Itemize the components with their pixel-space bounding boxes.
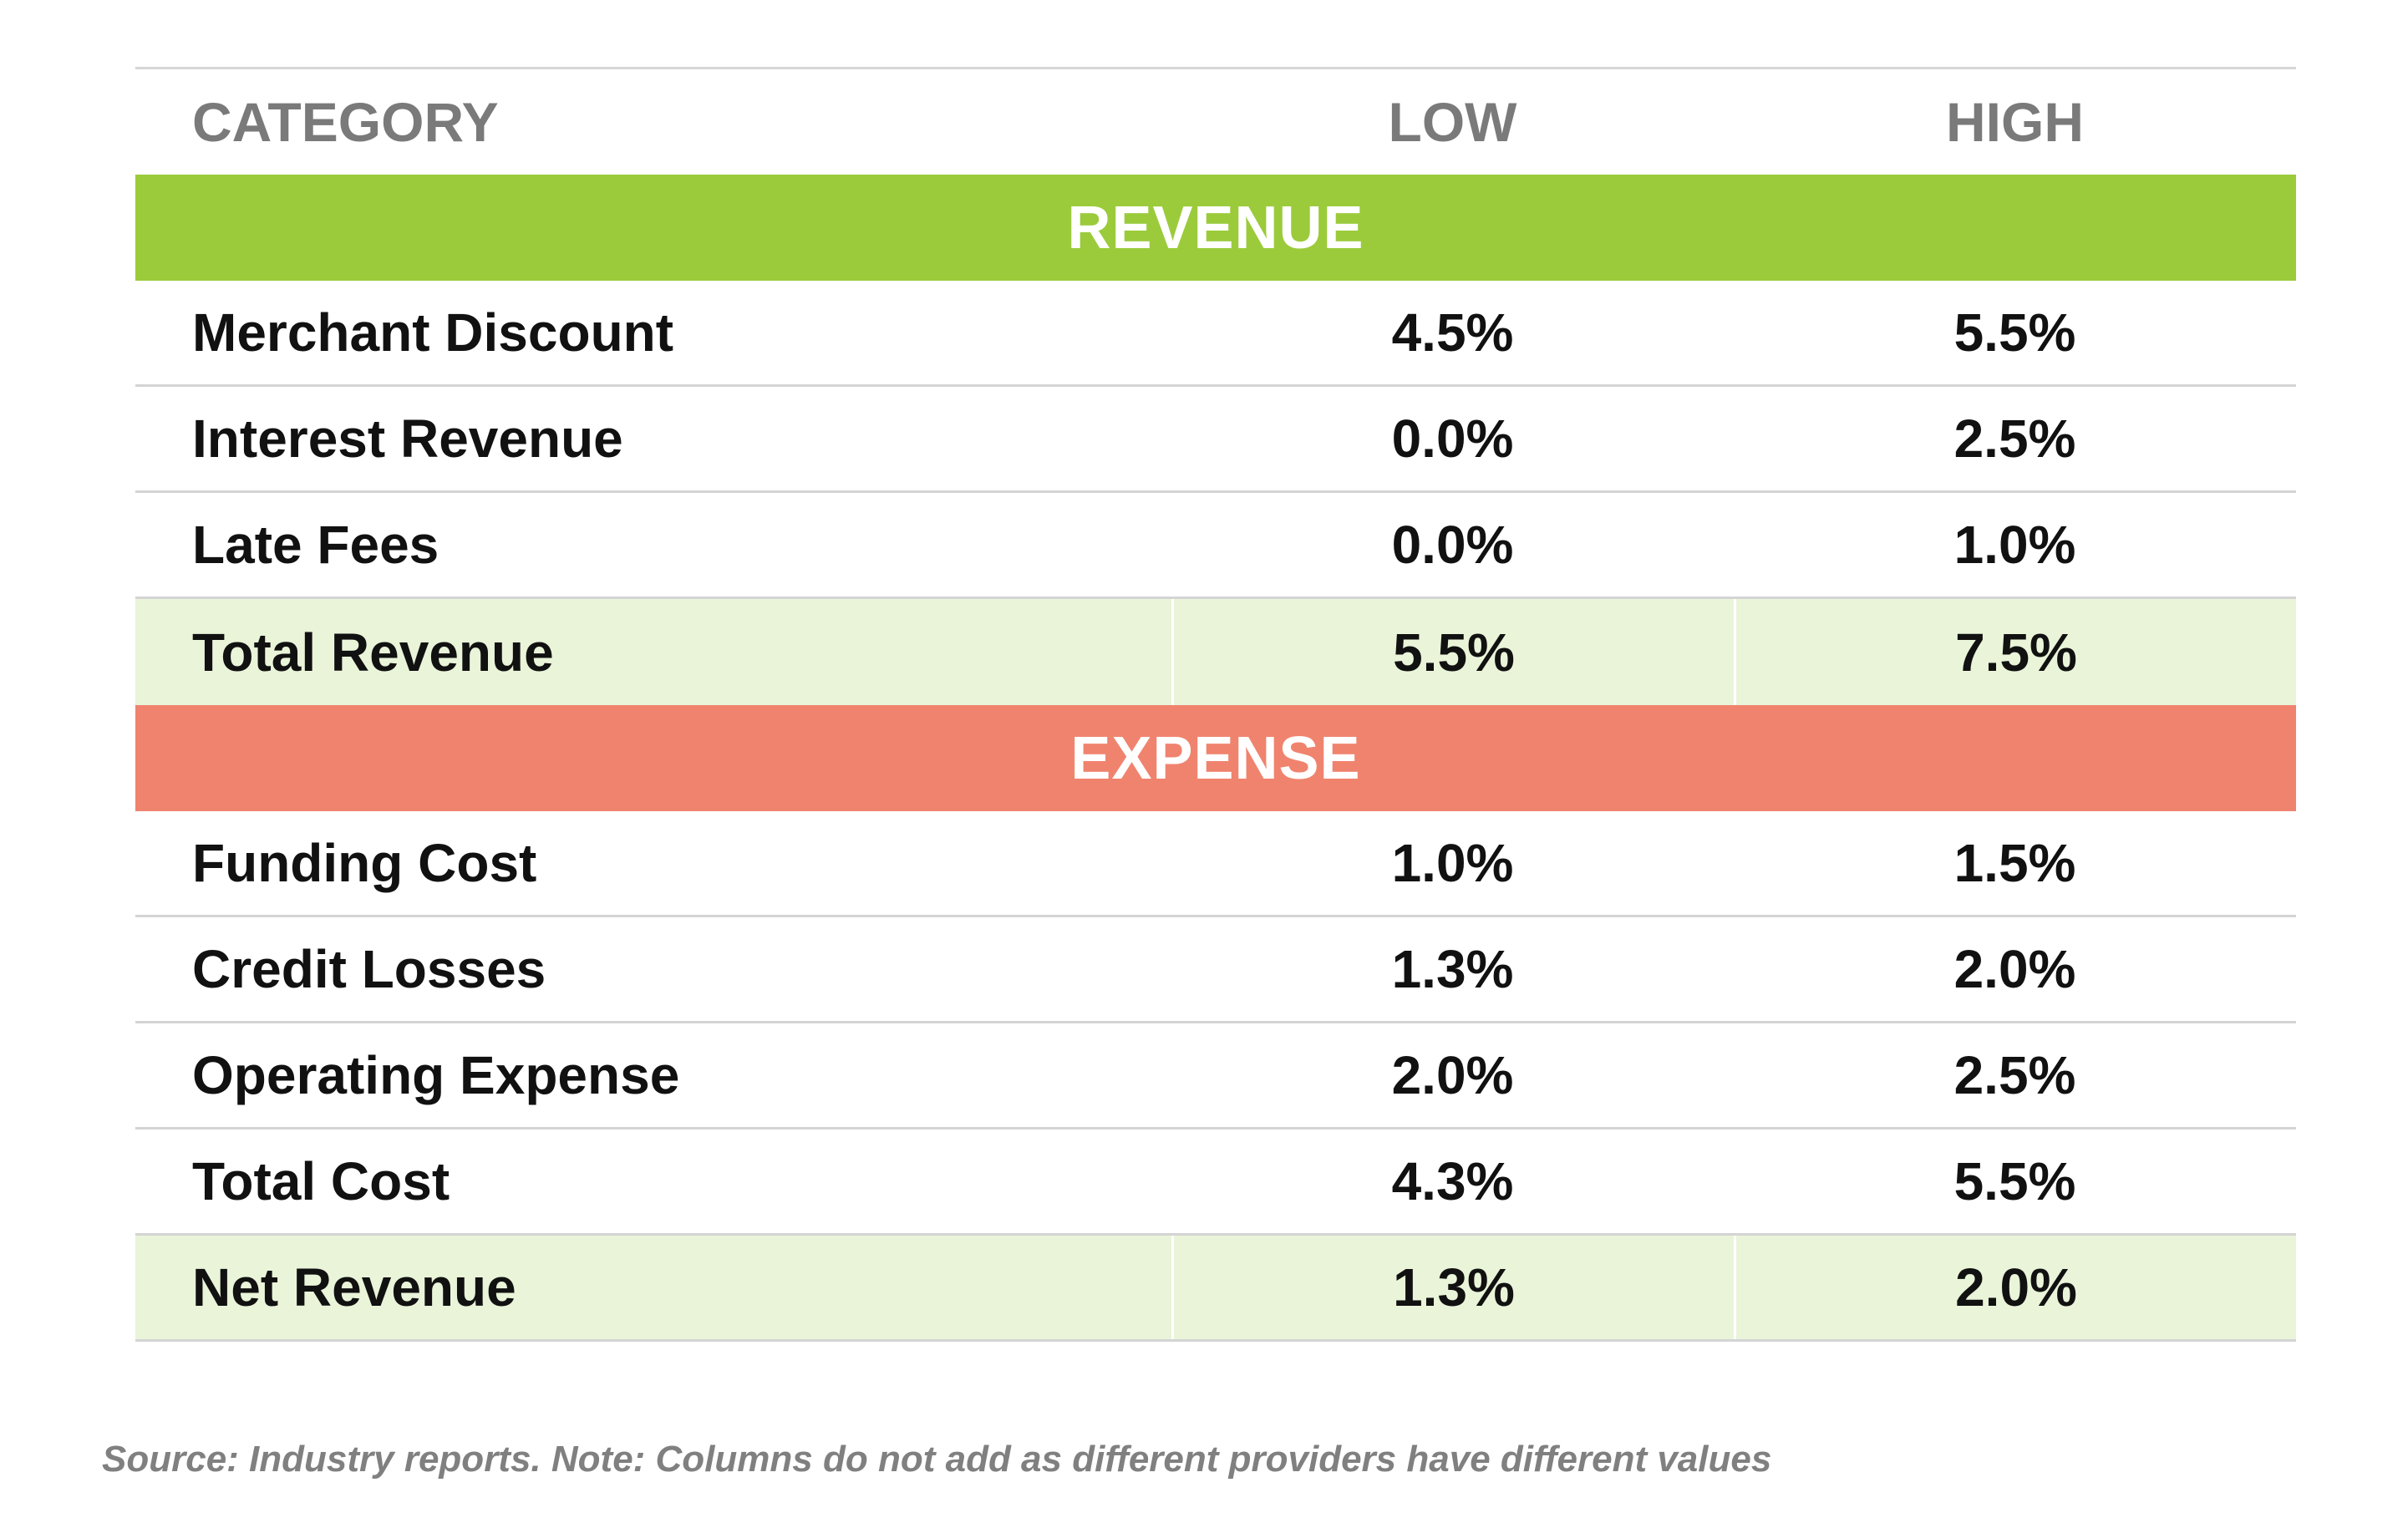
row-low-value: 4.3% — [1391, 1151, 1514, 1211]
table-row: Interest Revenue 0.0% 2.5% — [135, 387, 2296, 493]
row-low-value: 2.0% — [1391, 1045, 1514, 1105]
row-low-value: 0.0% — [1391, 515, 1514, 575]
section-header-expense: EXPENSE — [135, 705, 2296, 811]
table-row: Operating Expense 2.0% 2.5% — [135, 1023, 2296, 1130]
row-high-value: 7.5% — [1734, 599, 2296, 705]
row-category: Operating Expense — [192, 1045, 680, 1105]
row-category: Credit Losses — [192, 939, 546, 999]
table-header-row: CATEGORY LOW HIGH — [135, 69, 2296, 175]
row-low-value: 0.0% — [1391, 409, 1514, 469]
row-low-value: 1.0% — [1391, 833, 1514, 893]
table-row: Merchant Discount 4.5% 5.5% — [135, 281, 2296, 387]
row-high-value: 2.0% — [1953, 939, 2076, 999]
row-low-value: 4.5% — [1391, 302, 1514, 363]
row-category: Funding Cost — [192, 833, 537, 893]
row-high-value: 2.0% — [1734, 1236, 2296, 1339]
row-high-value: 2.5% — [1953, 1045, 2076, 1105]
table-row: Credit Losses 1.3% 2.0% — [135, 917, 2296, 1023]
row-high-value: 2.5% — [1953, 409, 2076, 469]
row-category: Total Revenue — [192, 622, 554, 683]
table-row: Funding Cost 1.0% 1.5% — [135, 811, 2296, 917]
total-row: Net Revenue 1.3% 2.0% — [135, 1236, 2296, 1342]
row-high-value: 1.0% — [1953, 515, 2076, 575]
row-category: Net Revenue — [192, 1257, 516, 1317]
row-category: Interest Revenue — [192, 409, 623, 469]
row-low-value: 1.3% — [1171, 1236, 1734, 1339]
row-low-value: 1.3% — [1391, 939, 1514, 999]
row-high-value: 1.5% — [1953, 833, 2076, 893]
table-top-rule — [135, 67, 2296, 69]
section-header-revenue: REVENUE — [135, 175, 2296, 281]
cost-revenue-table: CATEGORY LOW HIGH REVENUE Merchant Disco… — [135, 67, 2296, 1342]
row-high-value: 5.5% — [1953, 302, 2076, 363]
header-low: LOW — [1388, 91, 1517, 153]
source-footnote: Source: Industry reports. Note: Columns … — [102, 1439, 1772, 1480]
total-row: Total Revenue 5.5% 7.5% — [135, 599, 2296, 705]
header-high: HIGH — [1946, 91, 2084, 153]
row-category: Merchant Discount — [192, 302, 674, 363]
row-category: Late Fees — [192, 515, 439, 575]
row-low-value: 5.5% — [1171, 599, 1734, 705]
table-row: Late Fees 0.0% 1.0% — [135, 493, 2296, 599]
table-row: Total Cost 4.3% 5.5% — [135, 1130, 2296, 1236]
row-high-value: 5.5% — [1953, 1151, 2076, 1211]
header-category: CATEGORY — [192, 91, 499, 153]
row-category: Total Cost — [192, 1151, 450, 1211]
